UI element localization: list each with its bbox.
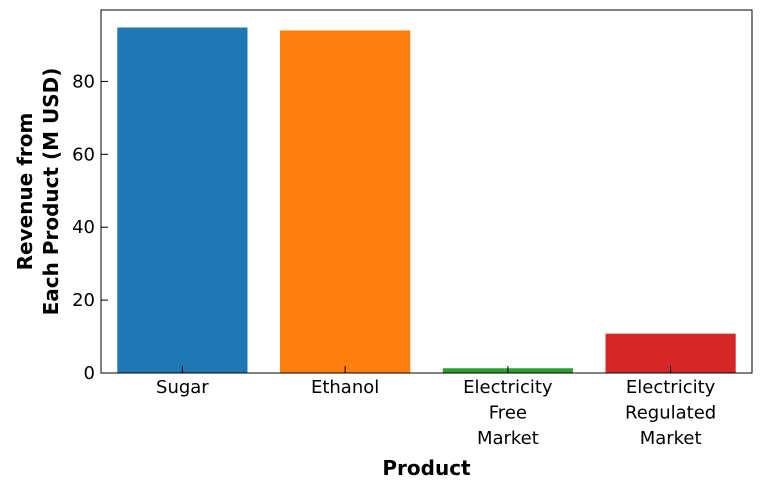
bar-0 (117, 27, 248, 374)
bar-1 (280, 30, 411, 373)
x-tick-label: Electricity Free Market (463, 377, 553, 449)
y-tick-label: 60 (72, 144, 95, 165)
y-axis-label: Revenue from Each Product (M USD) (13, 68, 63, 316)
x-tick-label: Sugar (156, 377, 209, 398)
y-tick-label: 20 (72, 290, 95, 311)
y-axis-ticks: 0 20 40 60 80 (72, 71, 108, 384)
plot-frame (100, 9, 753, 374)
x-tick-label: Ethanol (311, 377, 379, 398)
x-tick-label: Electricity Regulated Market (625, 377, 716, 449)
bars-group (117, 27, 736, 374)
x-axis-label: Product (382, 456, 471, 480)
y-tick-label: 80 (72, 71, 95, 92)
y-tick-label: 0 (84, 363, 95, 384)
y-tick-label: 40 (72, 217, 95, 238)
x-axis-ticks: Sugar Ethanol Electricity Free Market Electri… (156, 366, 716, 449)
